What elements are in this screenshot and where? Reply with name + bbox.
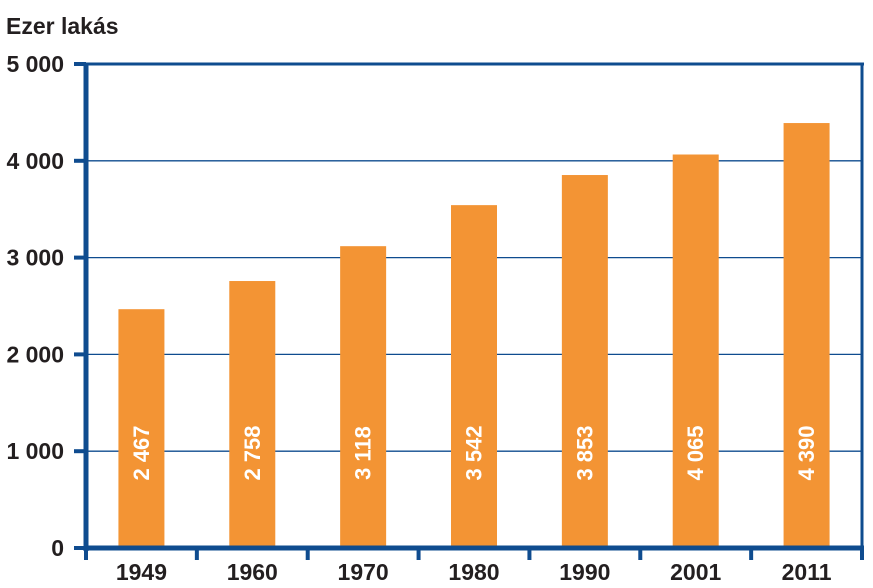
y-tick-label-0: 0	[51, 535, 64, 561]
y-tick-label-5: 5 000	[6, 51, 64, 77]
bar-1990	[561, 175, 608, 548]
axes	[74, 62, 864, 560]
y-tick-label-2: 2 000	[6, 341, 64, 367]
y-tick-label-1: 1 000	[6, 438, 64, 464]
y-axis-label: Ezer lakás	[6, 13, 119, 39]
value-label-1970: 3 118	[351, 426, 376, 480]
value-label-1980: 3 542	[462, 425, 487, 480]
bar-1949	[118, 309, 165, 548]
bar-1980	[451, 205, 497, 548]
y-tick-label-4: 4 000	[6, 148, 64, 174]
x-tick-label-1970: 1970	[338, 559, 389, 585]
x-tick-labels: 1949 1960 1970 1980 1990 2001 2011	[116, 559, 832, 585]
x-tick-label-2011: 2011	[782, 559, 832, 585]
value-label-1960: 2 758	[240, 425, 265, 480]
x-tick-label-2001: 2001	[670, 559, 721, 585]
value-labels: 2 467 2 758 3 118 3 542 3 853 4 065 4 390	[129, 425, 819, 480]
bar-1960	[229, 281, 276, 548]
value-label-2011: 4 390	[794, 425, 819, 480]
x-tick-label-1960: 1960	[227, 559, 278, 585]
y-tick-label-3: 3 000	[6, 245, 64, 271]
y-tick-labels: 0 1 000 2 000 3 000 4 000 5 000	[6, 51, 64, 561]
x-tick-label-1949: 1949	[116, 559, 167, 585]
bar-2001	[672, 154, 719, 548]
x-tick-label-1990: 1990	[559, 559, 610, 585]
bars	[118, 123, 830, 548]
bar-2011	[783, 123, 830, 548]
value-label-2001: 4 065	[683, 425, 708, 480]
bar-1970	[340, 246, 387, 548]
x-tick-label-1980: 1980	[448, 559, 499, 585]
value-label-1990: 3 853	[572, 425, 597, 480]
value-label-1949: 2 467	[129, 425, 154, 480]
